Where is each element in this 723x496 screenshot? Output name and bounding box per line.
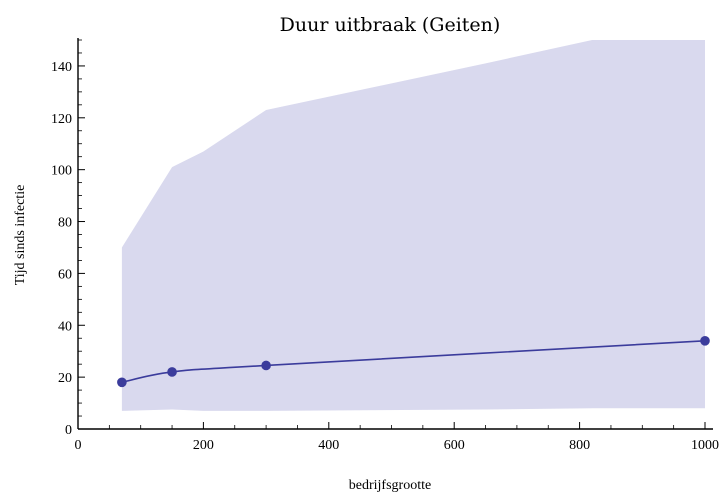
y-tick-label: 120 [51,112,72,127]
data-point-0 [117,377,127,388]
x-axis-label: bedrijfsgrootte [349,478,431,493]
data-point-1 [167,367,177,377]
y-tick-label: 100 [51,164,72,179]
confidence-band [121,40,705,411]
x-tick-label: 600 [444,438,465,453]
y-tick-label: 40 [58,319,72,334]
y-axis-label: Tijd sinds infectie [13,185,28,286]
y-tick-label: 60 [58,267,72,282]
x-tick-label: 0 [75,438,82,453]
y-tick-label: 20 [58,371,72,386]
x-tick-label: 800 [569,438,590,453]
axes-layer: 0 200 400 600 800 1000 0 20 40 60 80 100 120 140 [51,38,719,453]
confidence-band-layer [121,40,705,411]
data-points-layer [117,336,710,388]
x-tick-label: 1000 [691,438,719,453]
data-point-2 [261,360,271,371]
chart-title: Duur uitbraak (Geiten) [280,14,501,36]
y-tick-label: 140 [51,60,72,75]
x-tick-label: 200 [193,438,214,453]
x-tick-label: 400 [318,438,339,453]
y-tick-label: 80 [58,216,72,231]
data-point-3 [700,336,710,346]
y-tick-label: 0 [65,423,72,438]
